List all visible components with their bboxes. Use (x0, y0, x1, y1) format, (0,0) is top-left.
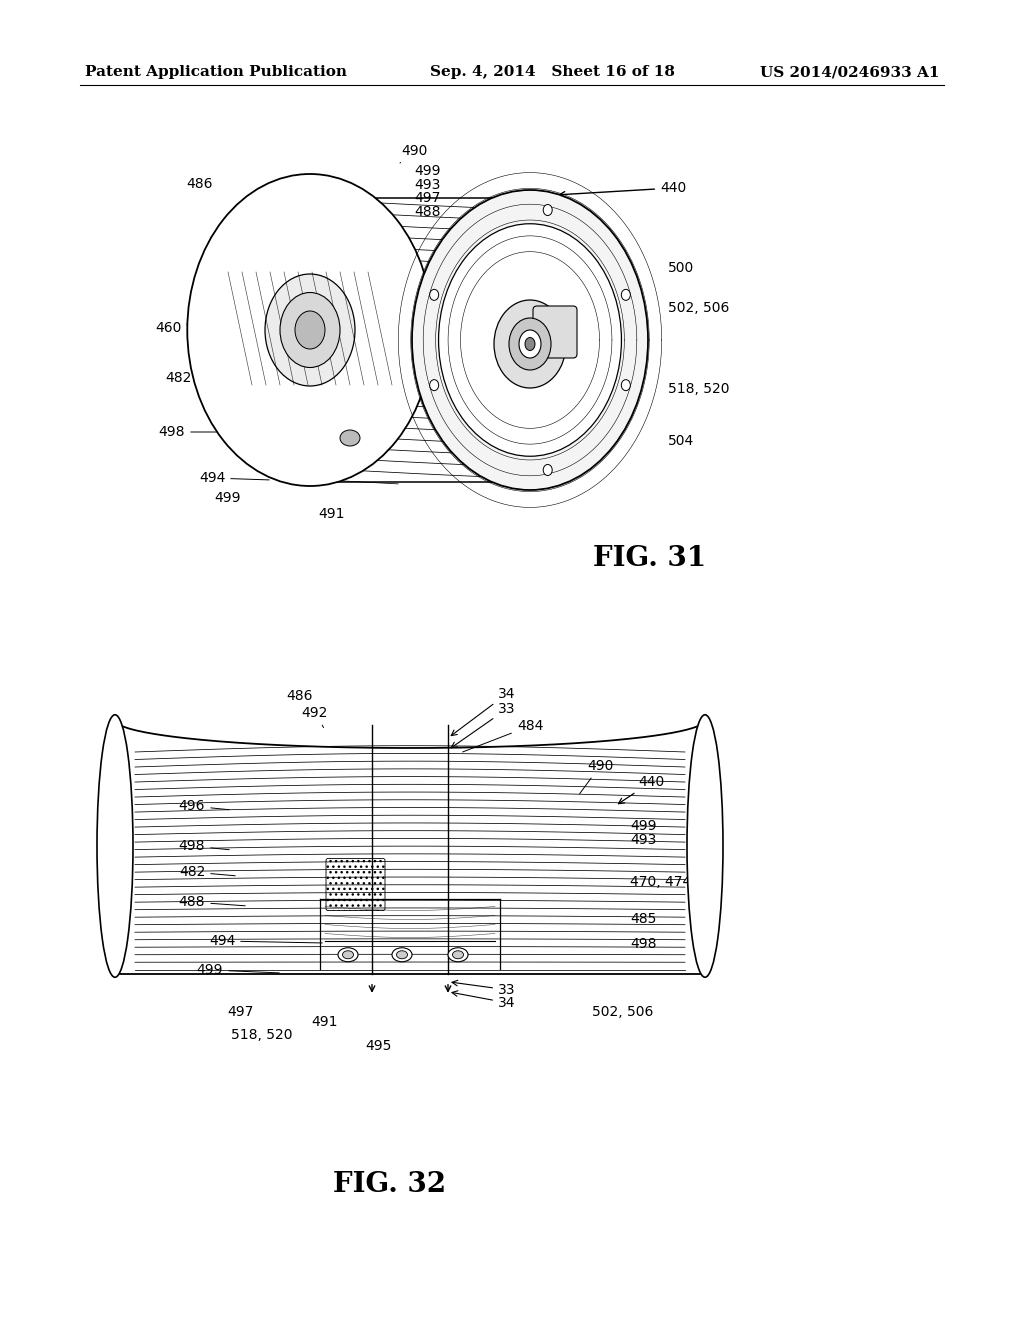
Text: 490: 490 (400, 144, 428, 162)
Text: 497: 497 (414, 191, 440, 205)
Ellipse shape (622, 380, 631, 391)
Text: 488: 488 (179, 895, 245, 909)
Text: 492: 492 (249, 189, 286, 203)
Ellipse shape (509, 318, 551, 370)
Ellipse shape (396, 950, 408, 958)
FancyBboxPatch shape (534, 306, 577, 358)
Text: 485: 485 (630, 912, 656, 927)
Ellipse shape (430, 289, 438, 301)
Text: 440: 440 (618, 775, 665, 804)
Text: 495: 495 (375, 421, 401, 436)
Text: 499: 499 (215, 491, 242, 506)
Text: 497: 497 (226, 1005, 253, 1019)
Text: FIG. 32: FIG. 32 (334, 1172, 446, 1199)
Text: 498: 498 (630, 937, 656, 950)
Text: Sep. 4, 2014   Sheet 16 of 18: Sep. 4, 2014 Sheet 16 of 18 (430, 65, 675, 79)
Text: Patent Application Publication: Patent Application Publication (85, 65, 347, 79)
Ellipse shape (392, 948, 412, 962)
Text: US 2014/0246933 A1: US 2014/0246933 A1 (761, 65, 940, 79)
Text: 440: 440 (559, 181, 686, 197)
Text: 491: 491 (311, 1015, 338, 1030)
Text: 33: 33 (452, 702, 515, 747)
Ellipse shape (525, 338, 535, 351)
Text: 482: 482 (179, 865, 236, 879)
Text: 33: 33 (452, 981, 515, 997)
Ellipse shape (430, 380, 438, 391)
Ellipse shape (338, 948, 358, 962)
Text: 496: 496 (179, 799, 229, 813)
Text: 498: 498 (159, 425, 232, 440)
Text: 490: 490 (580, 759, 613, 793)
Ellipse shape (340, 430, 360, 446)
Text: 492: 492 (302, 706, 328, 727)
Text: 470, 474: 470, 474 (630, 875, 691, 888)
Text: 493: 493 (414, 178, 440, 191)
Text: 493: 493 (630, 833, 656, 847)
Text: 491: 491 (318, 507, 345, 521)
Text: 500: 500 (668, 261, 694, 275)
Text: 486: 486 (186, 177, 213, 191)
Text: 518, 520: 518, 520 (668, 381, 729, 396)
Text: 482: 482 (165, 371, 238, 385)
Text: 498: 498 (179, 840, 229, 853)
Ellipse shape (453, 950, 464, 958)
Text: 499: 499 (630, 818, 656, 833)
Text: 494: 494 (209, 935, 323, 948)
Text: FIG. 31: FIG. 31 (594, 544, 707, 572)
Ellipse shape (342, 950, 353, 958)
Ellipse shape (280, 293, 340, 367)
Ellipse shape (687, 714, 723, 977)
Text: 460: 460 (155, 318, 215, 335)
Text: 34: 34 (452, 686, 515, 735)
Ellipse shape (494, 300, 566, 388)
Text: 499: 499 (414, 164, 440, 178)
Ellipse shape (97, 714, 133, 977)
Text: 518, 520: 518, 520 (231, 1028, 293, 1041)
Text: 502, 506: 502, 506 (592, 1005, 653, 1019)
Text: 496: 496 (200, 265, 259, 279)
Ellipse shape (412, 190, 648, 490)
Text: 504: 504 (668, 434, 694, 447)
Text: 488: 488 (414, 205, 440, 219)
Text: 499: 499 (197, 964, 280, 977)
Ellipse shape (295, 312, 325, 348)
Ellipse shape (187, 174, 433, 486)
Text: 484: 484 (463, 719, 543, 752)
Text: 34: 34 (452, 991, 515, 1010)
Text: 495: 495 (365, 1039, 391, 1053)
Ellipse shape (449, 948, 468, 962)
Ellipse shape (519, 330, 541, 358)
Ellipse shape (543, 465, 552, 475)
Text: 494: 494 (199, 471, 269, 484)
Ellipse shape (622, 289, 631, 301)
Ellipse shape (543, 205, 552, 215)
Ellipse shape (265, 275, 355, 385)
Ellipse shape (438, 224, 622, 457)
Text: 502, 506: 502, 506 (668, 301, 729, 315)
Text: 486: 486 (287, 689, 313, 704)
